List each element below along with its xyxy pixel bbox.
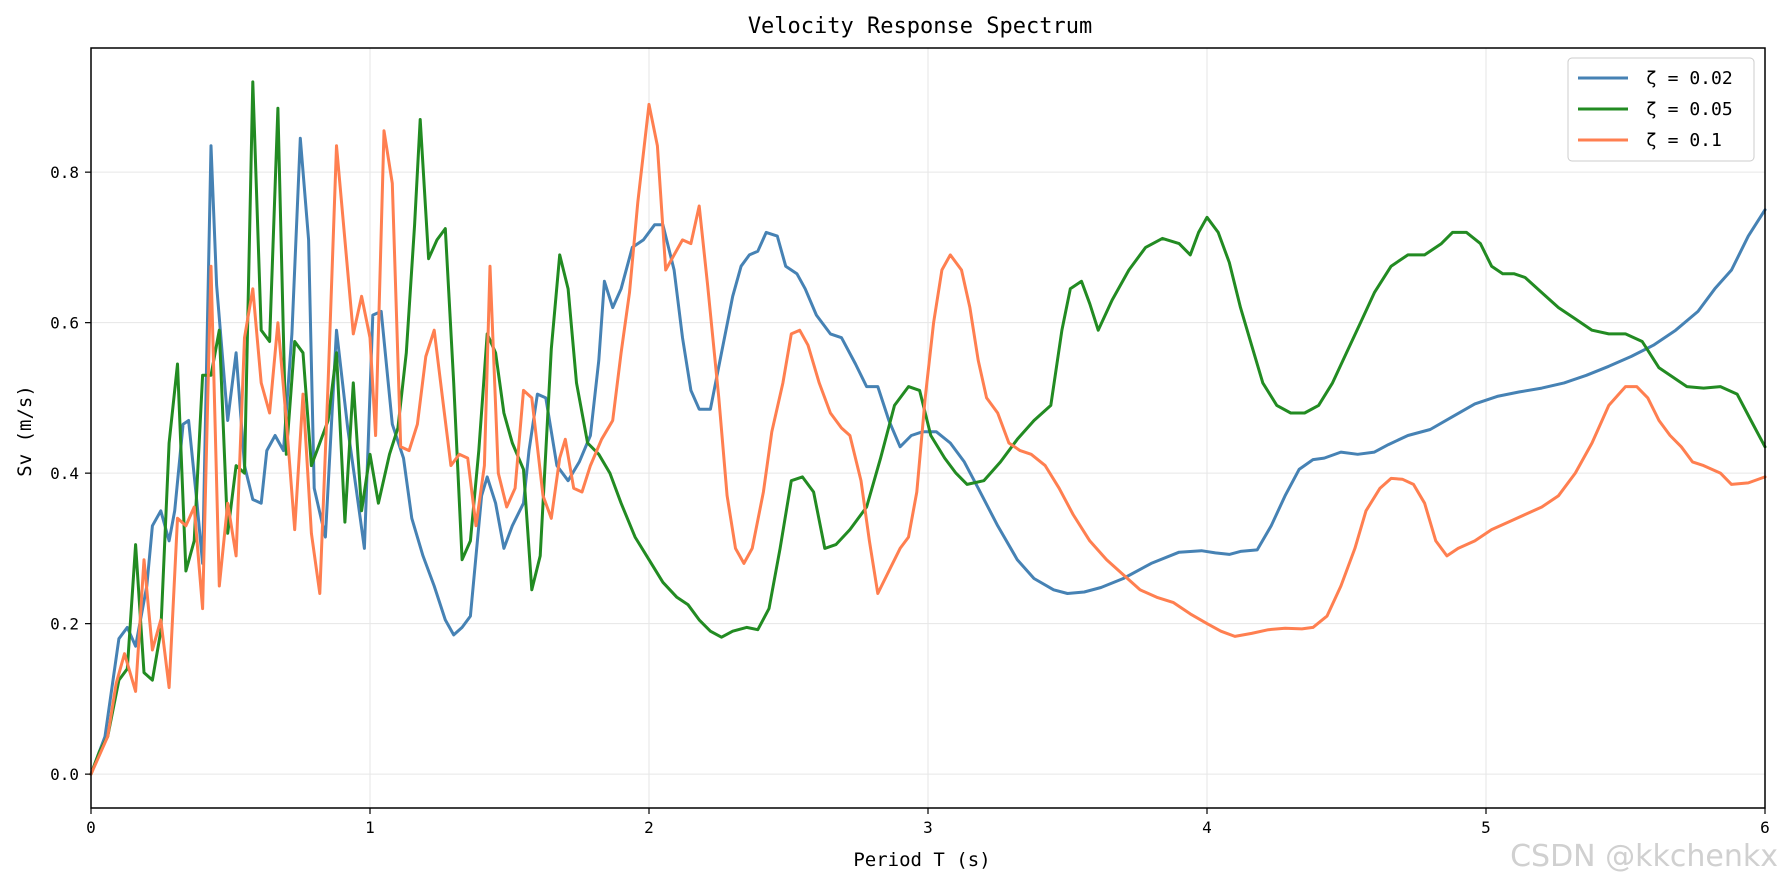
y-tick-label: 0.6	[50, 314, 79, 333]
x-axis-label: Period T (s)	[853, 849, 990, 871]
watermark: CSDN @kkchenkx	[1510, 839, 1778, 874]
legend-label: ζ = 0.05	[1646, 99, 1733, 120]
series-line	[89, 80, 1767, 776]
axis-ticks: 0 1 2 3 4 5 6 0.0 0.2 0.4 0.6 0.8	[50, 163, 1770, 837]
x-tick-label: 2	[644, 818, 654, 837]
series-line	[89, 136, 1767, 776]
legend-label: ζ = 0.02	[1646, 68, 1733, 89]
legend-label: ζ = 0.1	[1646, 130, 1722, 151]
x-tick-label: 6	[1760, 818, 1770, 837]
grid	[90, 48, 1766, 808]
x-tick-label: 3	[923, 818, 933, 837]
y-tick-label: 0.0	[50, 765, 79, 784]
legend-box	[1567, 57, 1755, 162]
legend: ζ = 0.02 ζ = 0.05 ζ = 0.1	[1567, 57, 1755, 162]
x-tick-label: 4	[1202, 818, 1212, 837]
x-tick-label: 5	[1481, 818, 1491, 837]
series-line	[89, 102, 1767, 776]
x-tick-label: 0	[86, 818, 96, 837]
y-tick-label: 0.2	[50, 615, 79, 634]
y-axis-label: Sv (m/s)	[14, 385, 36, 477]
chart-title: Velocity Response Spectrum	[748, 14, 1092, 39]
y-tick-label: 0.4	[50, 464, 79, 483]
series-lines	[89, 80, 1767, 776]
y-tick-label: 0.8	[50, 163, 79, 182]
x-tick-label: 1	[365, 818, 375, 837]
